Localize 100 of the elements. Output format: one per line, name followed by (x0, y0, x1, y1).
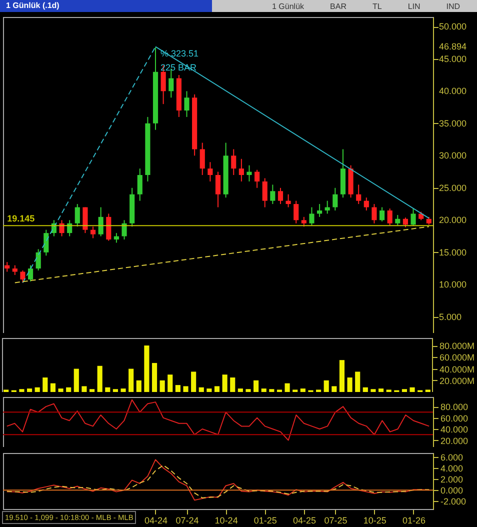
bar (58, 388, 64, 392)
candlestick (184, 90, 190, 118)
bar (198, 387, 204, 392)
bar (230, 377, 236, 392)
y-tick-label: 60.000M (440, 352, 475, 363)
candlestick (215, 171, 221, 208)
bar (144, 346, 150, 392)
y-tick-label: 40.000 (439, 86, 467, 96)
bar (120, 388, 126, 392)
candlestick (332, 187, 338, 211)
candlestick (36, 248, 41, 271)
bar (332, 386, 337, 392)
candlestick (82, 206, 88, 234)
candlestick (262, 178, 268, 208)
bar (66, 387, 72, 392)
candlestick (254, 169, 260, 188)
candlestick (278, 187, 284, 205)
bar (402, 389, 408, 392)
y-tick-label: 5.000 (439, 312, 462, 322)
y-tick-label: 20.000 (440, 436, 468, 446)
bar (246, 389, 251, 392)
y-tick-label: 0.000 (440, 486, 464, 496)
bar (19, 389, 24, 392)
candlestick (270, 184, 276, 205)
candlestick (238, 158, 244, 182)
ref-line-label: 19.145 (7, 214, 35, 224)
y-tick-label: 20.000M (440, 376, 475, 386)
bar (26, 388, 32, 392)
bar (261, 388, 266, 392)
y-tick-label: 2.000 (440, 474, 464, 485)
y-tick-label: 10.000 (439, 280, 467, 290)
candlestick (4, 262, 10, 272)
text: LIN (408, 2, 420, 10)
candlestick (28, 264, 34, 282)
bar (355, 372, 360, 392)
y-tick-label: 45.000 (439, 54, 467, 64)
bar (74, 368, 79, 392)
bar (89, 389, 95, 392)
candlestick (90, 226, 96, 239)
candlestick (98, 206, 104, 237)
y-tick-label: 40.000M (440, 364, 475, 374)
x-tick-label: 07-24 (176, 516, 199, 526)
candlestick (387, 208, 392, 226)
candlestick (231, 148, 236, 176)
candlestick (122, 220, 127, 240)
text: TL (372, 2, 382, 10)
candlestick (372, 204, 377, 224)
candlestick (44, 229, 49, 256)
bar (222, 374, 228, 392)
bar (362, 387, 368, 392)
candlestick (356, 184, 362, 205)
candlestick (309, 206, 314, 226)
y-tick-label: 80.000M (440, 341, 475, 352)
bar (410, 387, 415, 392)
text: BAR (330, 2, 346, 10)
candlestick (294, 200, 299, 224)
candlestick (317, 204, 322, 218)
x-tick-label: 10-24 (214, 516, 238, 526)
candlestick (301, 216, 306, 228)
candlestick (114, 232, 119, 244)
candlestick (208, 162, 213, 182)
bar (160, 380, 165, 392)
y-tick-label: 6.000 (440, 452, 464, 462)
x-tick-label: 01-26 (402, 516, 426, 526)
text: 1 Günlük (272, 2, 304, 10)
candlestick (59, 220, 64, 237)
bar (183, 386, 188, 392)
bar (214, 386, 220, 392)
candlestick (364, 197, 369, 211)
bar (347, 377, 352, 392)
candlestick (402, 217, 408, 228)
bar (339, 360, 345, 392)
y-tick-label: 15.000 (439, 247, 467, 258)
bar (191, 372, 196, 392)
bar (112, 389, 118, 392)
text: IND (446, 2, 460, 10)
y-tick-label: 25.000 (439, 182, 467, 193)
candlestick (379, 206, 385, 222)
bar (136, 380, 142, 392)
candlestick (12, 264, 18, 276)
bar (128, 368, 134, 392)
candlestick (74, 204, 80, 228)
bar (378, 388, 384, 392)
bar (269, 389, 274, 392)
bar (254, 380, 259, 392)
y-tick-label: 20.000 (439, 215, 467, 226)
x-tick-label: 04-24 (144, 516, 168, 526)
bar (284, 383, 290, 392)
x-tick-label: 07-25 (324, 516, 348, 526)
y-tick-label: -2.000 (440, 496, 466, 507)
bar (42, 377, 48, 392)
candlestick (106, 213, 112, 242)
candlestick (324, 200, 330, 214)
candlestick (200, 142, 205, 176)
x-tick-label: 04-25 (292, 516, 316, 526)
y-tick-label: 46.894 (439, 42, 467, 52)
bar (34, 387, 40, 392)
candlestick (395, 214, 400, 226)
bar (175, 385, 180, 392)
bar (206, 388, 212, 392)
